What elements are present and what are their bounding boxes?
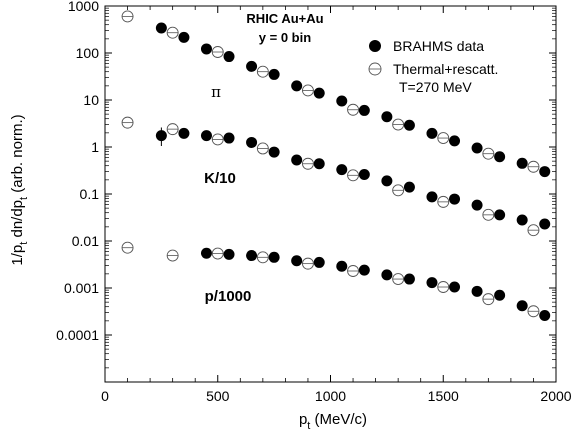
data-point-K-brahms xyxy=(246,136,258,148)
data-point-p-brahms xyxy=(494,289,506,301)
header-line1: RHIC Au+Au xyxy=(246,11,323,26)
data-point-pi-brahms xyxy=(403,119,415,131)
data-point-p-brahms xyxy=(426,277,438,289)
data-point-p-brahms xyxy=(336,260,348,272)
x-axis-label: pt (MeV/c) xyxy=(299,411,367,432)
data-point-p-brahms xyxy=(246,250,258,262)
data-point-K-brahms xyxy=(426,191,438,203)
data-point-pi-brahms xyxy=(200,43,212,55)
data-point-pi-brahms xyxy=(426,127,438,139)
data-point-pi-brahms xyxy=(539,166,551,178)
axes: 0 500 1000 1500 2000 1000 100 10 1 0.1 0.01 0.001 0.… xyxy=(56,0,572,404)
x-tick-label: 1000 xyxy=(315,388,346,404)
data-point-K-brahms xyxy=(516,214,528,226)
data-point-pi-brahms xyxy=(223,51,235,63)
data-point-pi-brahms xyxy=(516,157,528,169)
data-point-pi-brahms xyxy=(291,80,303,92)
data-point-K-brahms xyxy=(313,158,325,170)
data-point-pi-brahms xyxy=(313,87,325,99)
y-tick-label: 1000 xyxy=(68,0,99,14)
y-tick-label: 0.001 xyxy=(64,280,99,296)
data-point-pi-brahms xyxy=(381,111,393,123)
data-point-p-brahms xyxy=(313,256,325,268)
data-point-K-brahms xyxy=(200,130,212,142)
data-point-K-brahms xyxy=(291,154,303,166)
data-point-K-brahms xyxy=(155,130,167,142)
data-point-K-brahms xyxy=(336,164,348,176)
data-point-p-brahms xyxy=(539,309,551,321)
y-tick-label: 10 xyxy=(83,92,99,108)
legend-filled-marker xyxy=(369,40,381,52)
y-axis-label: 1/pt dn/dpt (arb. norm.) xyxy=(9,114,30,265)
data-point-p-brahms xyxy=(516,300,528,312)
data-point-K-brahms xyxy=(403,181,415,193)
header-line2: y = 0 bin xyxy=(259,30,311,45)
data-point-K-brahms xyxy=(178,127,190,139)
data-point-pi-brahms xyxy=(336,95,348,107)
data-point-pi-brahms xyxy=(449,135,461,147)
data-point-pi-brahms xyxy=(471,142,483,154)
y-tick-label: 0.01 xyxy=(72,233,99,249)
data-point-p-brahms xyxy=(403,273,415,285)
data-point-p-brahms xyxy=(268,251,280,263)
pion-label: π xyxy=(211,83,221,101)
data-point-K-brahms xyxy=(381,175,393,187)
data-point-K-brahms xyxy=(494,209,506,221)
data-point-p-brahms xyxy=(223,248,235,260)
data-point-pi-brahms xyxy=(358,104,370,116)
data-point-pi-brahms xyxy=(268,68,280,80)
data-point-pi-brahms xyxy=(494,151,506,163)
data-point-p-brahms xyxy=(449,281,461,293)
data-point-p-brahms xyxy=(291,255,303,267)
legend-entry-brahms: BRAHMS data xyxy=(393,38,484,54)
data-point-pi-brahms xyxy=(155,22,167,34)
data-markers xyxy=(121,10,551,321)
data-point-K-brahms xyxy=(358,168,370,180)
data-point-K-brahms xyxy=(449,193,461,205)
data-point-pi-brahms xyxy=(178,31,190,43)
data-point-p-brahms xyxy=(381,269,393,281)
data-point-pi-brahms xyxy=(246,60,258,72)
data-point-K-brahms xyxy=(223,132,235,144)
x-tick-label: 500 xyxy=(206,388,230,404)
x-tick-label: 0 xyxy=(101,388,109,404)
y-tick-label: 100 xyxy=(76,45,100,61)
kaon-label: K/10 xyxy=(204,170,236,187)
y-tick-label: 1 xyxy=(91,139,99,155)
legend-entry-temperature: T=270 MeV xyxy=(399,79,472,95)
y-tick-label: 0.1 xyxy=(80,186,100,202)
data-point-K-brahms xyxy=(268,146,280,158)
x-tick-label: 2000 xyxy=(540,388,571,404)
legend: BRAHMS data Thermal+rescatt. T=270 MeV xyxy=(368,38,498,95)
data-point-p-brahms xyxy=(471,285,483,297)
x-tick-label: 1500 xyxy=(428,388,459,404)
data-point-p-brahms xyxy=(200,247,212,259)
y-tick-label: 0.0001 xyxy=(56,327,99,343)
data-point-p-brahms xyxy=(358,264,370,276)
proton-label: p/1000 xyxy=(205,288,252,305)
data-point-K-brahms xyxy=(471,199,483,211)
data-point-K-brahms xyxy=(539,218,551,230)
legend-entry-thermal: Thermal+rescatt. xyxy=(393,61,498,77)
